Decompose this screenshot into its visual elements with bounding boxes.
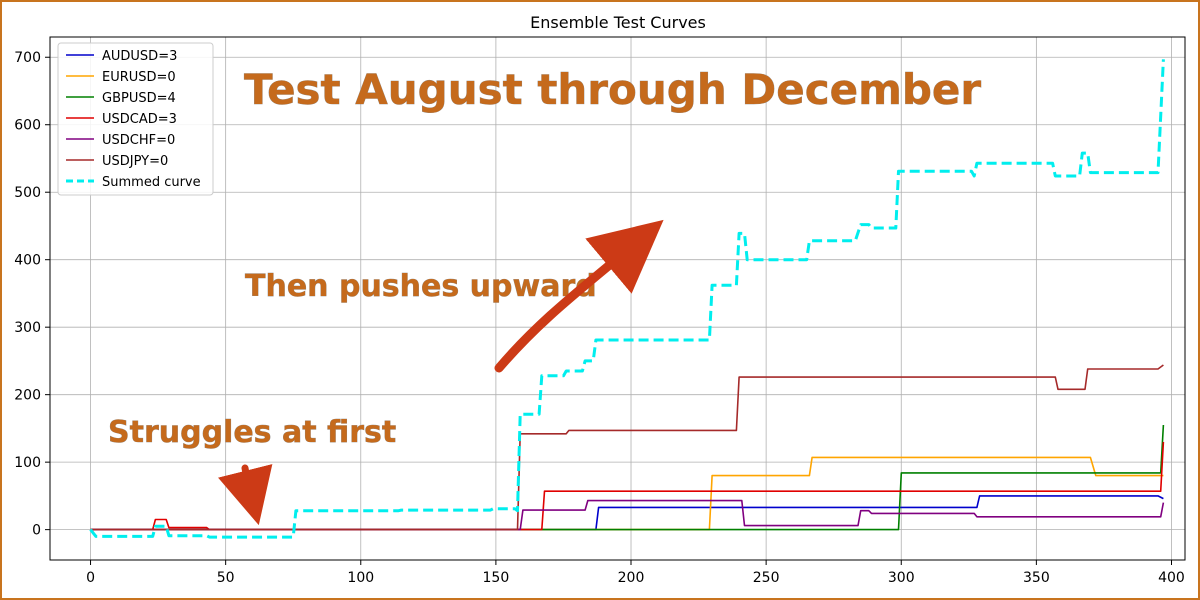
x-tick-label: 400 xyxy=(1158,570,1185,586)
down-arrow xyxy=(218,464,273,526)
x-tick-label: 250 xyxy=(753,570,780,586)
annotation-struggles-at-first: Struggles at first xyxy=(108,415,396,450)
x-tick-label: 0 xyxy=(86,570,95,586)
legend-label: USDJPY=0 xyxy=(102,154,168,169)
y-tick-label: 500 xyxy=(14,185,41,201)
chart-title: Ensemble Test Curves xyxy=(530,13,706,32)
y-tick-label: 300 xyxy=(14,320,41,336)
x-tick-label: 150 xyxy=(483,570,510,586)
y-tick-label: 700 xyxy=(14,50,41,66)
legend-label: USDCAD=3 xyxy=(102,112,177,127)
plot-area xyxy=(50,37,1185,560)
legend-label: USDCHF=0 xyxy=(102,133,175,148)
axis-ticks: 0 50 100 150 200 250 300 350 400 0 100 200 300 400 500… xyxy=(14,50,1185,586)
legend-label: EURUSD=0 xyxy=(102,70,176,85)
x-tick-label: 100 xyxy=(347,570,374,586)
legend: AUDUSD=3 EURUSD=0 GBPUSD=4 USDCAD=3 USDCHF=0… xyxy=(57,42,214,196)
legend-label: GBPUSD=4 xyxy=(102,91,176,106)
x-tick-label: 350 xyxy=(1023,570,1050,586)
series-line-usdchf-0 xyxy=(90,499,1165,531)
x-tick-label: 50 xyxy=(217,570,235,586)
y-tick-label: 200 xyxy=(14,388,41,404)
series-line-summed-curve xyxy=(89,59,1165,539)
legend-label: AUDUSD=3 xyxy=(102,49,177,64)
x-tick-label: 300 xyxy=(888,570,915,586)
legend-box xyxy=(57,42,214,196)
y-tick-label: 600 xyxy=(14,118,41,134)
y-tick-label: 0 xyxy=(32,523,41,539)
up-arrow xyxy=(494,219,664,373)
legend-label: Summed curve xyxy=(102,175,201,190)
series-lines xyxy=(89,59,1165,539)
y-tick-label: 400 xyxy=(14,253,41,269)
annotation-test-period: Test August through December xyxy=(244,65,981,114)
annotation-then-pushes-upward: Then pushes upward xyxy=(245,269,597,304)
series-line-gbpusd-4 xyxy=(90,424,1165,531)
series-line-usdcad-3 xyxy=(90,441,1165,531)
y-tick-label: 100 xyxy=(14,455,41,471)
x-tick-label: 200 xyxy=(618,570,645,586)
plot-border xyxy=(49,36,1186,561)
